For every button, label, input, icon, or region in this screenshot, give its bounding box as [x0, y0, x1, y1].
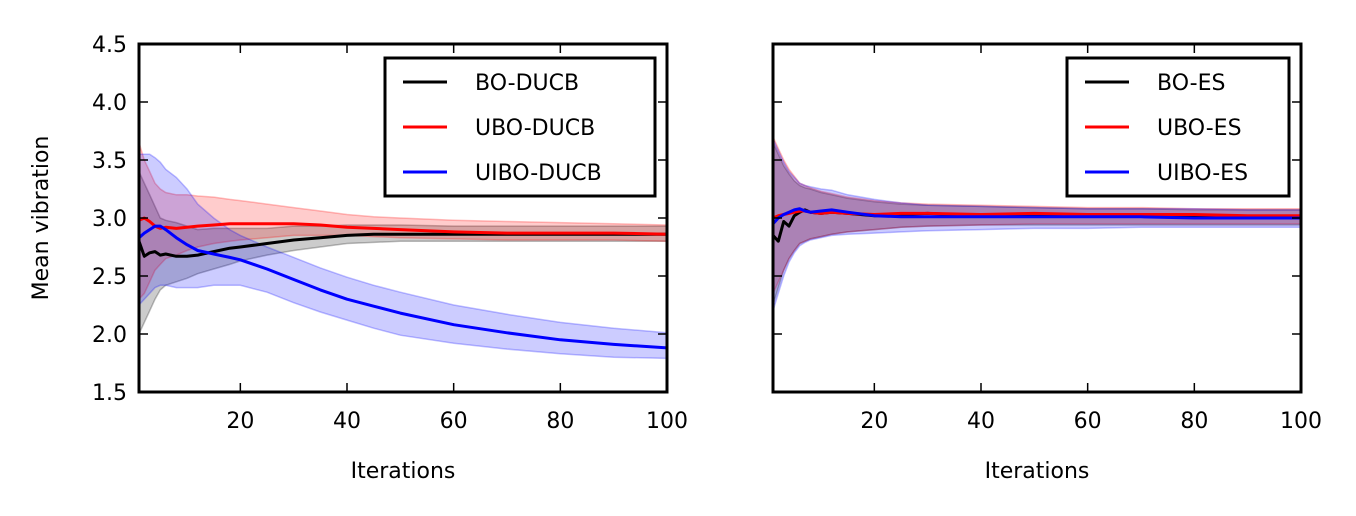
legend-label-1: UBO-DUCB: [475, 116, 595, 141]
series-line-2: [773, 207, 1301, 225]
legend-label-0: BO-DUCB: [475, 71, 579, 96]
y-tick-label-3: 3.0: [92, 207, 127, 232]
series-lines: [773, 207, 1301, 243]
y-tick-label-5: 4.0: [92, 91, 127, 116]
legend-label-1: UBO-ES: [1157, 116, 1242, 141]
series-band-0: [773, 142, 1301, 306]
x-tick-label-1: 40: [967, 409, 995, 434]
y-axis-title: Mean vibration: [29, 136, 54, 301]
confidence-bands: [139, 142, 667, 360]
series-band-0: [139, 171, 667, 335]
legend-label-2: UIBO-ES: [1157, 161, 1248, 186]
series-band-2: [139, 153, 667, 360]
x-tick-label-2: 60: [440, 409, 468, 434]
legend: BO-ES UBO-ES UIBO-ES: [1065, 56, 1291, 198]
x-tick-label-2: 60: [1074, 409, 1102, 434]
y-tick-label-1: 2.0: [92, 323, 127, 348]
legend-label-2: UIBO-DUCB: [475, 161, 602, 186]
x-tick-label-3: 80: [1180, 409, 1208, 434]
x-tick-label-1: 40: [333, 409, 361, 434]
x-tick-label-0: 20: [860, 409, 888, 434]
x-axis-title: Iterations: [985, 459, 1090, 484]
x-tick-label-4: 100: [646, 409, 688, 434]
legend: BO-DUCB UBO-DUCB UIBO-DUCB: [383, 56, 657, 198]
series-line-0: [139, 232, 667, 258]
left-chart-panel: 20 40 60 80 100 1.5 2.0 2.5 3.0 3.5 4.0 4.5 Iteratio…: [29, 33, 688, 484]
series-line-1: [139, 216, 667, 236]
x-axis-title: Iterations: [351, 459, 456, 484]
y-tick-label-2: 2.5: [92, 265, 127, 290]
series-lines: [139, 216, 667, 350]
x-tick-label-3: 80: [546, 409, 574, 434]
legend-label-0: BO-ES: [1157, 71, 1225, 96]
y-tick-label-0: 1.5: [92, 381, 127, 406]
x-tick-label-0: 20: [226, 409, 254, 434]
series-band-2: [773, 138, 1301, 312]
y-tick-label-6: 4.5: [92, 33, 127, 58]
y-tick-label-4: 3.5: [92, 149, 127, 174]
series-line-2: [139, 224, 667, 350]
right-chart-panel: 20 40 60 80 100 Iterations BO-ES UBO-ES UIBO-ES: [771, 42, 1322, 484]
x-tick-label-4: 100: [1280, 409, 1322, 434]
series-band-1: [139, 142, 667, 301]
